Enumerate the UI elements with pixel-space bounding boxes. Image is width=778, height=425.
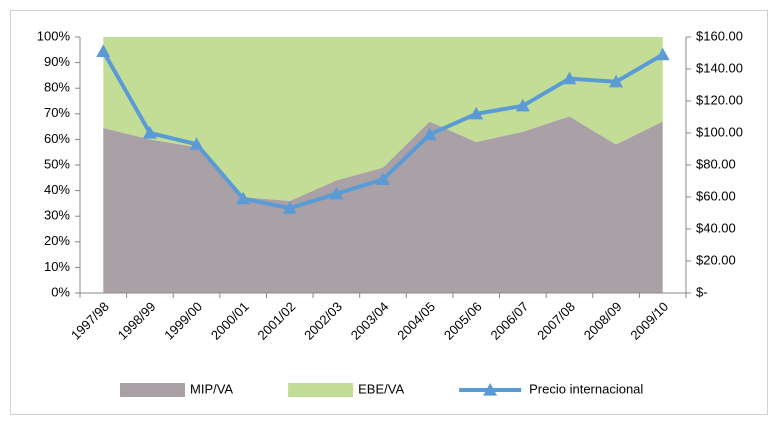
legend-label: Precio internacional [529, 381, 643, 396]
y-tick-label: 0% [51, 284, 70, 299]
y-tick-label: 40% [44, 182, 70, 197]
y-tick-label: 70% [44, 105, 70, 120]
y-tick-label: 30% [44, 208, 70, 223]
y2-tick-label: $140.00 [696, 60, 743, 75]
y-tick-label: 20% [44, 233, 70, 248]
y2-tick-label: $120.00 [696, 92, 743, 107]
point-marker [282, 201, 297, 214]
legend-swatch [288, 383, 354, 397]
point-marker [376, 172, 390, 185]
point-marker [515, 98, 530, 112]
y-tick-label: 90% [44, 54, 70, 69]
point-marker [562, 71, 577, 85]
legend-marker [483, 383, 498, 396]
point-marker [142, 126, 157, 139]
y2-tick-label: $- [696, 284, 708, 299]
area [103, 116, 663, 293]
y-tick-label: 10% [44, 259, 70, 274]
y2-tick-label: $160.00 [696, 28, 743, 43]
legend-label: EBE/VA [358, 381, 404, 396]
point-marker [96, 44, 111, 57]
legend-label: MIP/VA [190, 381, 233, 396]
y-tick-label: 80% [44, 80, 70, 95]
y2-tick-label: $100.00 [696, 124, 743, 139]
legend-swatch [120, 383, 185, 397]
point-marker [655, 47, 670, 61]
point-marker [469, 106, 484, 120]
point-marker [189, 137, 204, 150]
y-tick-label: 50% [44, 156, 70, 171]
point-marker [609, 74, 624, 88]
y-tick-label: 60% [44, 131, 70, 146]
area [103, 37, 663, 201]
y2-tick-label: $80.00 [696, 156, 736, 171]
point-marker [329, 186, 344, 200]
y2-tick-label: $20.00 [696, 252, 736, 267]
y2-tick-label: $60.00 [696, 188, 736, 203]
y2-tick-label: $40.00 [696, 220, 736, 235]
point-marker [422, 127, 437, 141]
y-tick-label: 100% [37, 28, 71, 43]
point-marker [236, 191, 251, 205]
